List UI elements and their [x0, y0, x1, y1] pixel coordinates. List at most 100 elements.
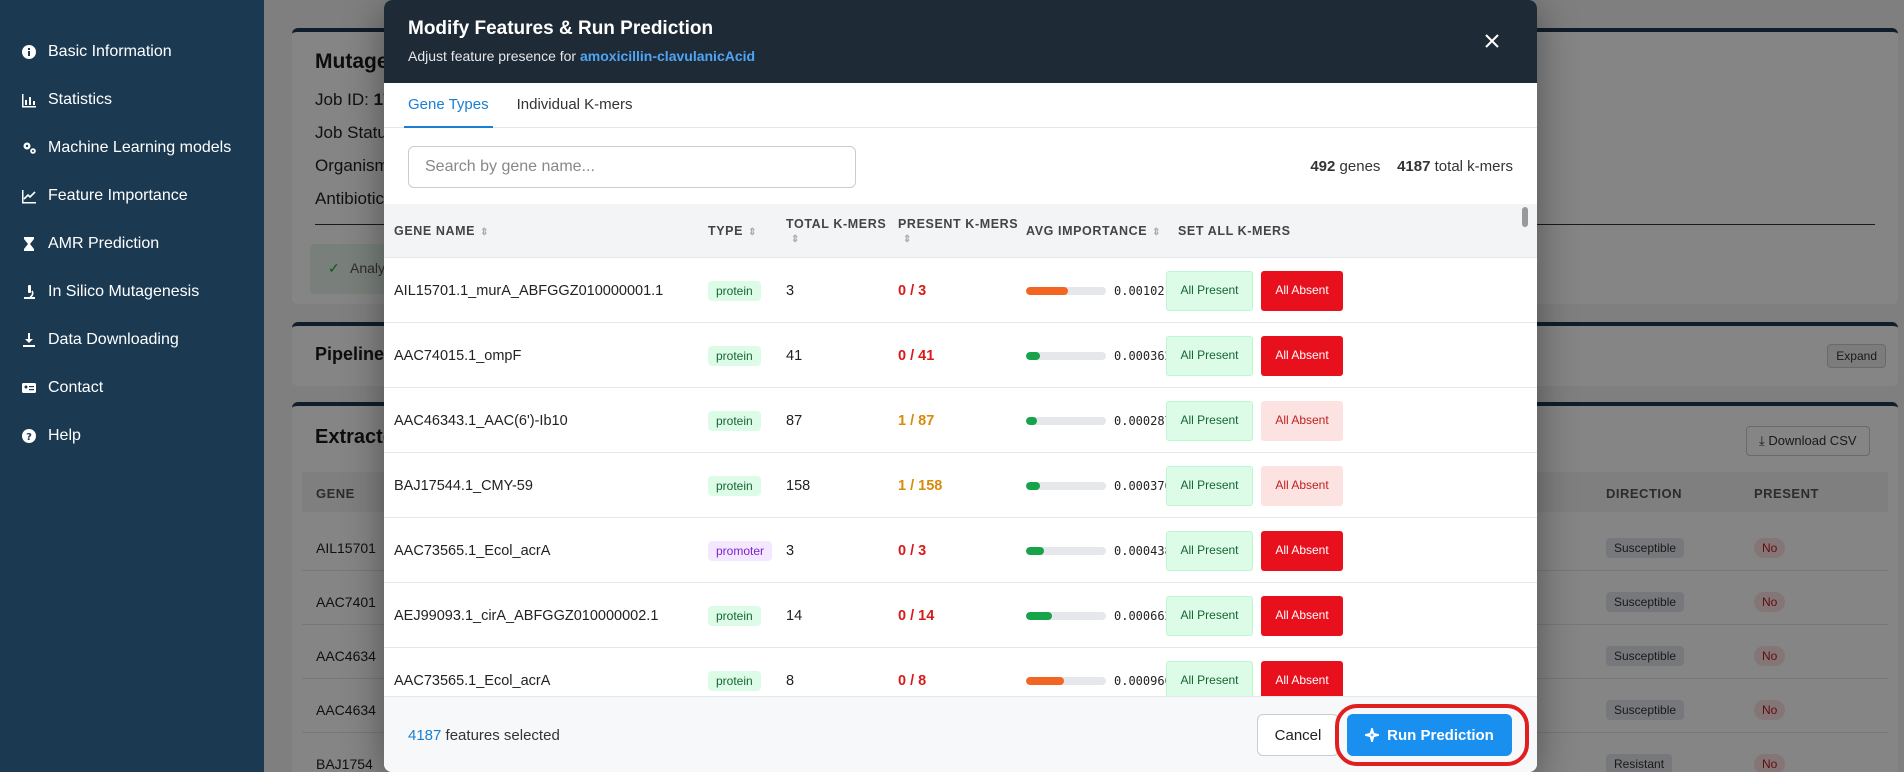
bg-gene-cell: AIL15701 [316, 540, 376, 556]
present-badge: No [1754, 592, 1786, 612]
download-icon [20, 331, 38, 349]
total-kmers-cell: 41 [786, 347, 803, 364]
col-type[interactable]: TYPE ⇕ [708, 224, 758, 238]
present-kmers-cell: 0 / 14 [898, 607, 935, 624]
selected-count: 4187 features selected [408, 727, 560, 744]
present-kmers-cell: 0 / 8 [898, 672, 927, 689]
type-badge: protein [708, 280, 761, 301]
all-present-button[interactable]: All Present [1166, 530, 1253, 571]
sidebar-item-amr-prediction[interactable]: AMR Prediction [0, 220, 264, 268]
type-badge: promoter [708, 540, 773, 561]
direction-badge: Susceptible [1606, 646, 1685, 666]
present-kmers-cell: 0 / 3 [898, 542, 927, 559]
set-all-cell: All Present All Absent [1166, 518, 1343, 583]
bg-gene-cell: AAC4634 [316, 648, 376, 664]
card-title: Extracte [315, 426, 394, 448]
gene-name-cell: AIL15701.1_murA_ABFGGZ010000001.1 [394, 282, 664, 299]
table-row: AAC46343.1_AAC(6')-Ib10 protein 87 1 / 87 0.… [384, 388, 1537, 453]
importance-bar [1026, 416, 1106, 425]
type-badge: protein [708, 410, 761, 431]
all-absent-button[interactable]: All Absent [1261, 595, 1343, 636]
close-icon[interactable] [1483, 32, 1501, 50]
set-all-cell: All Present All Absent [1166, 388, 1343, 453]
sidebar-item-feature-importance[interactable]: Feature Importance [0, 172, 264, 220]
direction-badge: Susceptible [1606, 592, 1685, 612]
table-row: AAC74015.1_ompF protein 41 0 / 41 0.000362 Al… [384, 323, 1537, 388]
set-all-cell: All Present All Absent [1166, 583, 1343, 648]
check-icon: ✓ [328, 260, 340, 276]
col-gene-name[interactable]: GENE NAME ⇕ [394, 224, 490, 238]
importance-value: 0.000287 [1114, 413, 1172, 428]
importance-value: 0.000370 [1114, 478, 1172, 493]
job-status-label: Job Status [315, 123, 396, 142]
importance-value: 0.000662 [1114, 608, 1172, 623]
expand-button[interactable]: Expand [1827, 344, 1886, 368]
gene-search-input[interactable] [408, 146, 856, 188]
col-present-kmers[interactable]: PRESENT K-MERS ⇕ [898, 217, 1019, 245]
feature-counts: 492 genes 4187 total k-mers [1310, 158, 1513, 175]
gene-name-cell: AAC73565.1_Ecol_acrA [394, 542, 551, 559]
sidebar-item-in-silico-mutagenesis[interactable]: In Silico Mutagenesis [0, 268, 264, 316]
modal-title: Modify Features & Run Prediction [408, 18, 714, 39]
gene-table: GENE NAME ⇕ TYPE ⇕ TOTAL K-MERS ⇕ PRESENT K… [384, 204, 1537, 696]
all-present-button[interactable]: All Present [1166, 595, 1253, 636]
sidebar-item-contact[interactable]: Contact [0, 364, 264, 412]
present-kmers-cell: 1 / 158 [898, 477, 943, 494]
sidebar-item-label: Help [48, 427, 81, 444]
table-scrollbar[interactable] [1521, 204, 1529, 694]
importance-bar [1026, 481, 1106, 490]
sort-icon: ⇕ [903, 234, 912, 245]
col-set-all: SET ALL K-MERS [1178, 224, 1291, 238]
all-absent-button[interactable]: All Absent [1261, 270, 1343, 311]
sidebar-item-basic-information[interactable]: Basic Information [0, 28, 264, 76]
all-absent-button[interactable]: All Absent [1261, 660, 1343, 696]
all-present-button[interactable]: All Present [1166, 660, 1253, 696]
all-absent-button[interactable]: All Absent [1261, 530, 1343, 571]
sidebar-item-label: AMR Prediction [48, 235, 160, 252]
importance-value: 0.000362 [1114, 348, 1172, 363]
present-kmers-cell: 0 / 41 [898, 347, 935, 364]
direction-badge: Resistant [1606, 754, 1673, 772]
present-badge: No [1754, 538, 1786, 558]
sidebar-item-machine-learning-models[interactable]: Machine Learning models [0, 124, 264, 172]
sort-icon: ⇕ [480, 227, 490, 238]
highlight-ring [1335, 704, 1529, 766]
download-csv-button[interactable]: ⤓ Download CSV [1746, 426, 1870, 456]
sidebar-item-label: Basic Information [48, 43, 172, 60]
all-present-button[interactable]: All Present [1166, 465, 1253, 506]
all-absent-button[interactable]: All Absent [1261, 335, 1343, 376]
type-badge: protein [708, 345, 761, 366]
antibiotic-name: amoxicillin-clavulanicAcid [580, 48, 756, 64]
sidebar-item-statistics[interactable]: Statistics [0, 76, 264, 124]
col-direction: DIRECTION [1606, 486, 1682, 501]
total-kmers-cell: 3 [786, 282, 795, 299]
card-title: Mutagen [315, 50, 402, 73]
all-absent-button[interactable]: All Absent [1261, 400, 1343, 441]
all-present-button[interactable]: All Present [1166, 335, 1253, 376]
total-kmers-cell: 14 [786, 607, 803, 624]
modal-subtitle: Adjust feature presence for amoxicillin-… [408, 48, 756, 64]
all-present-button[interactable]: All Present [1166, 270, 1253, 311]
all-present-button[interactable]: All Present [1166, 400, 1253, 441]
col-avg-importance[interactable]: AVG IMPORTANCE ⇕ [1026, 224, 1162, 238]
run-prediction-button[interactable]: Run Prediction [1347, 714, 1512, 756]
table-row: BAJ17544.1_CMY-59 protein 158 1 / 158 0.0003… [384, 453, 1537, 518]
col-total-kmers[interactable]: TOTAL K-MERS ⇕ [786, 217, 887, 245]
all-absent-button[interactable]: All Absent [1261, 465, 1343, 506]
modal-header: Modify Features & Run Prediction Adjust … [384, 0, 1537, 83]
present-badge: No [1754, 700, 1786, 720]
svg-text:?: ? [26, 432, 32, 443]
info-icon [20, 43, 38, 61]
tab-individual-kmers[interactable]: Individual K-mers [516, 96, 633, 113]
card-title: Pipeline L [315, 344, 401, 364]
set-all-cell: All Present All Absent [1166, 258, 1343, 323]
sidebar-item-data-downloading[interactable]: Data Downloading [0, 316, 264, 364]
cancel-button[interactable]: Cancel [1257, 714, 1339, 756]
tab-gene-types[interactable]: Gene Types [404, 83, 493, 128]
importance-bar [1026, 611, 1106, 620]
set-all-cell: All Present All Absent [1166, 323, 1343, 388]
total-kmers-cell: 87 [786, 412, 803, 429]
sidebar-item-help[interactable]: ? Help [0, 412, 264, 460]
importance-value: 0.000960 [1114, 673, 1172, 688]
gene-name-cell: BAJ17544.1_CMY-59 [394, 477, 533, 494]
